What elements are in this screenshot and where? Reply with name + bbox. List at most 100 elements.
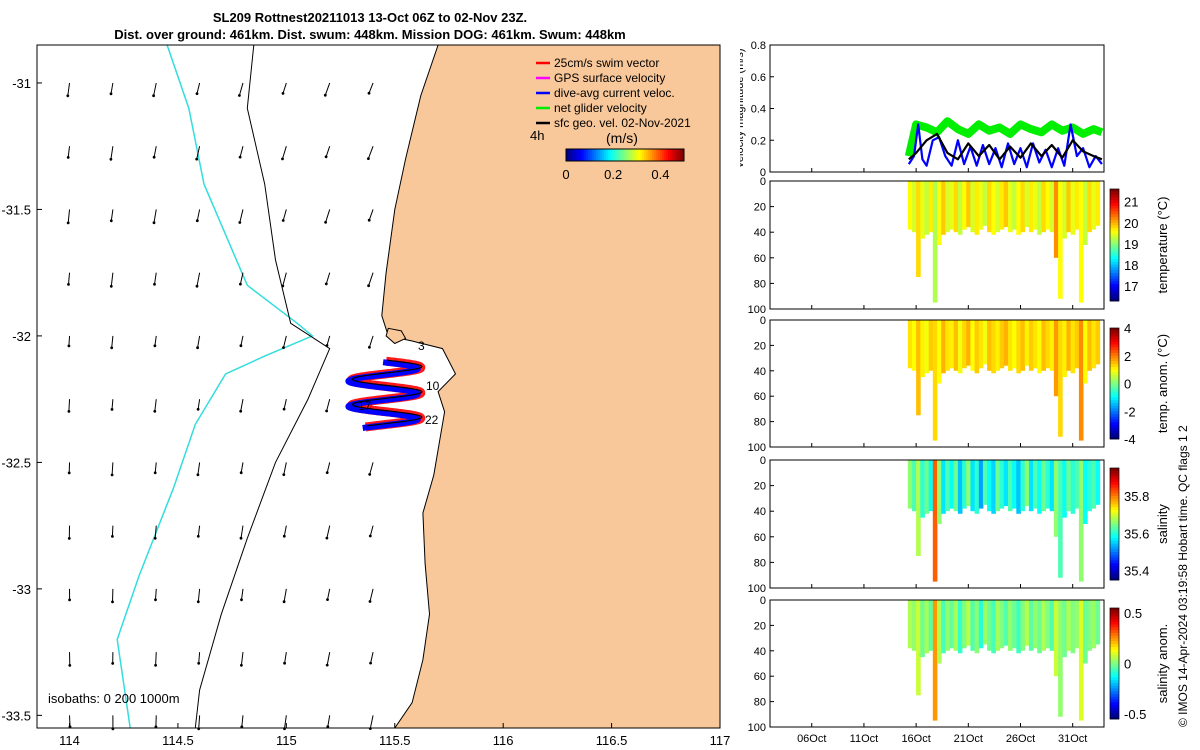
- map-y-tick-label: -31: [12, 76, 31, 91]
- colorbar-segment: [1110, 524, 1119, 528]
- colorbar-segment: [642, 149, 645, 161]
- profile-cell: [924, 320, 930, 374]
- geo-velocity-arrowhead: [109, 219, 113, 223]
- colorbar-segment: [1110, 538, 1119, 542]
- velocity-series-line: [907, 123, 1103, 169]
- profile-cell: [945, 181, 950, 233]
- profile-axes-frame: [769, 459, 1105, 589]
- profile-cell: [1053, 600, 1059, 677]
- colorbar-segment: [1110, 336, 1119, 340]
- colorbar-segment: [678, 149, 681, 161]
- profile-cell: [1078, 181, 1084, 303]
- profile-cell: [995, 320, 1001, 371]
- geo-velocity-arrowhead: [111, 535, 114, 538]
- geo-velocity-arrow: [326, 652, 331, 666]
- colorbar-tick-label: 2: [1124, 349, 1131, 364]
- profile-cell: [1070, 600, 1076, 654]
- geo-velocity-arrowhead: [240, 725, 244, 729]
- colorbar-segment: [1110, 386, 1119, 390]
- colorbar-segment: [610, 149, 613, 161]
- colorbar-segment: [1110, 222, 1119, 226]
- legend-entry: sfc geo. vel. 02-Nov-2021: [554, 116, 691, 130]
- profile-cell: [924, 600, 930, 654]
- geo-velocity-arrowhead: [110, 473, 114, 477]
- profile-cell: [941, 460, 946, 514]
- track-day-label: 3: [418, 339, 425, 353]
- profile-y-tick-label: 80: [754, 557, 766, 569]
- profile-cell: [949, 181, 955, 230]
- colorbar-segment: [586, 149, 589, 161]
- profile-cell: [907, 600, 913, 649]
- colorbar-segment: [1110, 228, 1119, 232]
- colorbar-tick-label: 18: [1124, 258, 1138, 273]
- geo-velocity-arrowhead: [195, 92, 199, 95]
- profile-cell: [912, 181, 917, 233]
- colorbar-segment: [1110, 347, 1119, 351]
- geo-velocity-arrowhead: [239, 471, 243, 475]
- profile-cell: [957, 320, 963, 374]
- geo-velocity-arrow: [283, 399, 287, 410]
- colorbar-segment: [596, 149, 599, 161]
- map-x-tick-label: 115.5: [379, 733, 411, 748]
- colorbar-segment: [1110, 383, 1119, 387]
- geo-velocity-arrowhead: [195, 219, 199, 223]
- colorbar-segment: [670, 149, 673, 161]
- velocity-y-tick-label: 0.4: [751, 104, 766, 116]
- profile-cell: [1083, 460, 1088, 524]
- x-tick-label: 11Oct: [850, 733, 879, 745]
- profile-cell: [1049, 460, 1055, 512]
- colorbar-segment: [1110, 577, 1119, 581]
- profile-cell: [1028, 600, 1034, 651]
- profile-cell: [999, 460, 1005, 509]
- profile-cell: [1049, 600, 1055, 651]
- profile-cell: [1087, 460, 1092, 512]
- colorbar-segment: [1110, 353, 1119, 357]
- geo-velocity-arrow: [369, 525, 374, 537]
- profile-cell: [937, 320, 942, 384]
- profile-y-tick-label: 80: [754, 697, 766, 709]
- colorbar-segment: [662, 149, 665, 161]
- geo-velocity-arrowhead: [325, 663, 329, 667]
- geo-velocity-arrowhead: [153, 536, 157, 540]
- geo-velocity-arrow: [282, 146, 287, 160]
- profile-cell: [995, 460, 1001, 512]
- geo-velocity-arrow: [327, 588, 331, 600]
- profile-y-tick-label: 20: [754, 202, 766, 214]
- profile-cell: [991, 600, 996, 654]
- geo-velocity-arrowhead: [195, 157, 199, 161]
- profile-cell: [999, 181, 1005, 230]
- colorbar-segment: [1110, 482, 1119, 486]
- geo-velocity-arrowhead: [282, 600, 286, 604]
- geo-velocity-arrow: [239, 209, 244, 223]
- profile-cell: [1049, 181, 1055, 233]
- geo-velocity-arrowhead: [240, 598, 243, 602]
- geo-velocity-arrow: [68, 335, 71, 346]
- profile-y-tick-label: 80: [754, 278, 766, 290]
- profile-cell: [962, 600, 967, 649]
- profile-cell: [1041, 320, 1046, 371]
- velocity-y-tick-label: 0.2: [751, 135, 766, 147]
- geo-velocity-arrow: [283, 525, 287, 537]
- geo-velocity-arrow: [326, 525, 331, 539]
- geo-velocity-arrowhead: [66, 156, 70, 159]
- geo-velocity-arrow: [197, 399, 201, 410]
- colorbar-segment: [1110, 391, 1119, 395]
- colorbar-box: [1109, 607, 1120, 720]
- geo-velocity-arrow: [240, 335, 244, 346]
- geo-velocity-arrow: [110, 209, 114, 221]
- profile-cell: [1074, 460, 1080, 509]
- map-y-tick-label: -33.5: [1, 708, 31, 723]
- legend-entry: dive-avg current veloc.: [554, 86, 675, 100]
- geo-velocity-arrow: [154, 272, 157, 285]
- geo-velocity-arrow: [153, 209, 157, 223]
- profile-cell: [982, 600, 988, 645]
- geo-velocity-arrow: [241, 715, 244, 727]
- geo-velocity-arrow: [284, 715, 287, 729]
- profile-cell: [970, 460, 975, 512]
- velocity-y-tick-label: 0.8: [751, 40, 766, 52]
- profile-cell: [932, 181, 938, 303]
- colorbar-box: [1109, 467, 1120, 581]
- isobath-200-line: [116, 44, 314, 729]
- profile-cell: [928, 460, 934, 512]
- geo-velocity-arrow: [198, 652, 201, 664]
